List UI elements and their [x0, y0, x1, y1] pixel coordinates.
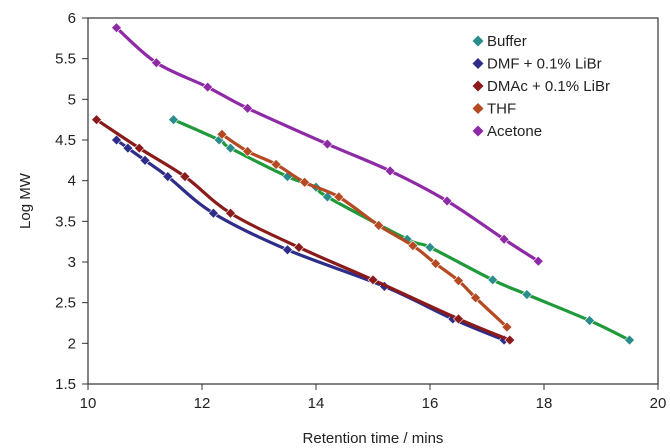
y-tick-label: 2.5: [55, 295, 76, 312]
data-point-buffer: [168, 114, 179, 126]
data-point-acetone: [532, 255, 544, 267]
data-point-dmac-0-1-libr: [179, 171, 191, 183]
y-tick-label: 4.5: [55, 132, 76, 149]
legend-label-thf: THF: [487, 101, 516, 118]
data-point-dmf-0-1-libr: [122, 142, 134, 154]
data-point-thf: [430, 258, 442, 270]
x-tick-label: 18: [536, 395, 553, 412]
data-point-buffer: [225, 142, 236, 154]
y-tick-label: 5: [68, 91, 76, 108]
data-point-dmac-0-1-libr: [293, 241, 305, 253]
data-point-buffer: [321, 191, 333, 203]
data-point-thf: [373, 219, 385, 231]
data-point-dmac-0-1-libr: [225, 207, 236, 219]
data-point-thf: [299, 176, 311, 188]
data-point-acetone: [242, 102, 254, 114]
data-point-acetone: [498, 233, 510, 245]
data-point-thf: [501, 321, 513, 333]
x-tick-label: 20: [650, 395, 667, 412]
series-line-dmf-0-1-libr: [114, 138, 506, 342]
data-point-acetone: [111, 22, 122, 34]
axes: 10 12 14 16 18 20 1.5 2 2.5 3 3.5 4 4.5 5 5.5 6: [55, 10, 666, 412]
y-tick-label: 4: [68, 173, 76, 190]
plot-frame: [87, 17, 659, 385]
legend-marker-dmf-0-1-libr: [472, 58, 484, 69]
data-point-buffer: [521, 289, 533, 300]
y-tick-label: 3.5: [55, 213, 76, 230]
data-point-thf: [216, 128, 228, 140]
series-layer: [91, 22, 635, 346]
data-point-thf: [333, 191, 345, 203]
data-point-dmf-0-1-libr: [207, 207, 219, 219]
legend-marker-dmac-0-1-libr: [472, 80, 484, 92]
data-point-dmac-0-1-libr: [453, 313, 464, 325]
legend-label-dmac-0-1-libr: DMAc + 0.1% LiBr: [487, 78, 610, 95]
y-tick-label: 5.5: [55, 51, 76, 68]
y-axis-label: Log MW: [17, 172, 34, 229]
data-point-dmac-0-1-libr: [504, 334, 516, 346]
y-tick-label: 1.5: [55, 376, 76, 393]
data-point-dmf-0-1-libr: [282, 244, 293, 256]
x-axis-label: Retention time / mins: [303, 430, 444, 447]
data-point-thf: [407, 240, 419, 252]
data-point-dmac-0-1-libr: [367, 274, 379, 286]
legend-label-acetone: Acetone: [487, 123, 542, 140]
data-point-dmf-0-1-libr: [139, 154, 151, 166]
data-point-dmf-0-1-libr: [162, 171, 174, 183]
data-point-acetone: [150, 57, 162, 69]
x-tick-label: 12: [194, 395, 211, 412]
legend-marker-buffer: [472, 35, 484, 47]
data-point-buffer: [424, 241, 436, 253]
data-point-thf: [470, 292, 482, 304]
data-point-dmf-0-1-libr: [111, 134, 122, 146]
legend-marker-acetone: [472, 125, 484, 137]
data-point-buffer: [487, 274, 499, 286]
x-tick-label: 14: [308, 395, 325, 412]
data-point-thf: [242, 145, 254, 157]
series-line-dmac-0-1-libr: [94, 118, 512, 342]
series-acetone: [111, 22, 544, 267]
series-thf: [216, 128, 513, 333]
data-point-thf: [270, 158, 282, 170]
y-tick-label: 6: [68, 10, 76, 27]
y-tick-label: 2: [68, 335, 76, 352]
x-tick-label: 10: [80, 395, 97, 412]
data-point-buffer: [584, 315, 596, 326]
data-point-acetone: [321, 138, 333, 150]
legend-marker-thf: [472, 103, 484, 114]
data-point-acetone: [384, 165, 396, 177]
data-point-acetone: [441, 195, 453, 207]
legend-label-dmf-0-1-libr: DMF + 0.1% LiBr: [487, 56, 602, 73]
legend-label-buffer: Buffer: [487, 33, 527, 50]
data-point-buffer: [624, 334, 635, 346]
y-tick-label: 3: [68, 254, 76, 271]
data-point-thf: [453, 275, 464, 287]
data-point-dmac-0-1-libr: [133, 142, 145, 154]
data-point-dmac-0-1-libr: [91, 114, 102, 126]
x-tick-label: 16: [422, 395, 439, 412]
data-point-acetone: [202, 81, 214, 93]
legend: Buffer DMF + 0.1% LiBr DMAc + 0.1% LiBr THF…: [472, 33, 610, 140]
series-dmac-0-1-libr: [91, 114, 516, 346]
